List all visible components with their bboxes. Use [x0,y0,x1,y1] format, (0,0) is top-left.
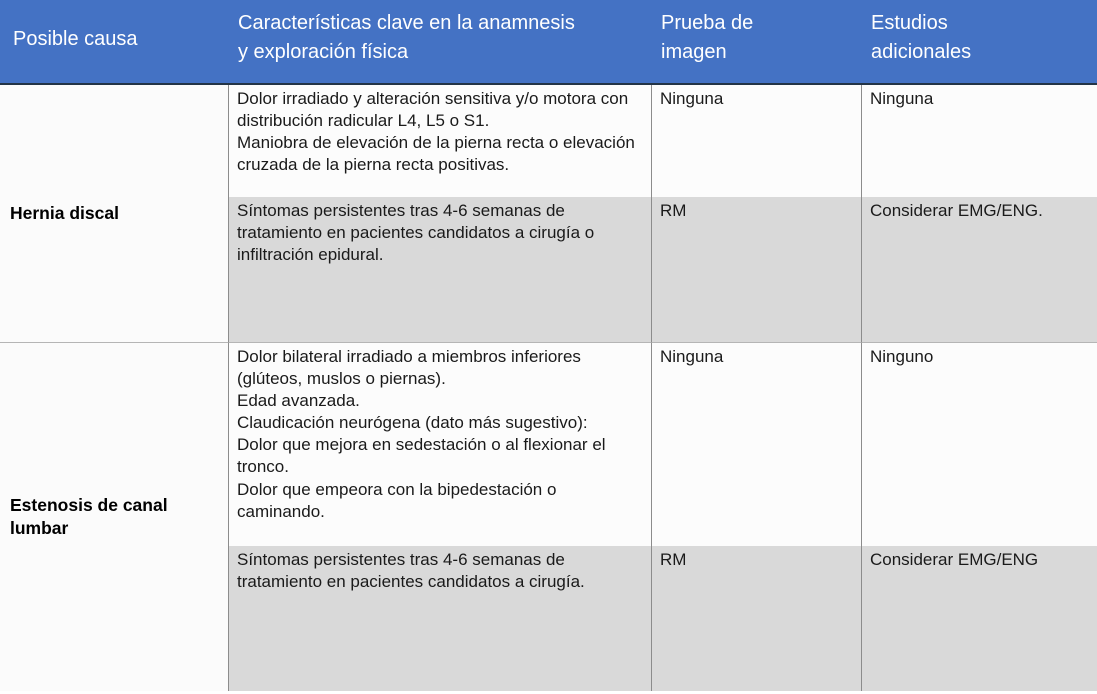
feature-paragraph: Dolor que empeora con la bipedestación o… [237,479,557,521]
column-header-label-line: imagen [661,41,727,63]
feature-paragraph: Síntomas persistentes tras 4-6 semanas d… [237,201,595,265]
imaging-cell: RM [651,546,861,691]
column-header-prueba-imagen: Prueba de imagen [651,0,861,85]
column-header-label-line: y exploración física [238,41,409,63]
feature-paragraph: Dolor que mejora en sedestación o al fle… [237,435,606,477]
column-header-label-line: Prueba de [661,12,754,34]
features-cell: Síntomas persistentes tras 4-6 semanas d… [228,546,651,691]
additional-studies-cell: Considerar EMG/ENG. [861,197,1097,342]
cause-label: Estenosis de canal lumbar [10,495,168,538]
feature-paragraph: Dolor bilateral irradiado a miembros inf… [237,347,581,389]
additional-studies-cell: Ninguno [861,342,1097,546]
column-header-label: Posible causa [13,28,138,50]
feature-paragraph: Maniobra de elevación de la pierna recta… [237,133,635,175]
column-header-posible-causa: Posible causa [0,0,228,85]
feature-paragraph: Edad avanzada. [237,391,360,411]
imaging-cell: Ninguna [651,342,861,546]
feature-paragraph: Síntomas persistentes tras 4-6 semanas d… [237,550,585,592]
feature-paragraph: Claudicación neurógena (dato más sugesti… [237,413,588,433]
features-cell: Dolor irradiado y alteración sensitiva y… [228,85,651,197]
features-cell: Dolor bilateral irradiado a miembros inf… [228,342,651,546]
additional-studies-cell: Ninguna [861,85,1097,197]
column-header-label-line: Estudios [871,12,948,34]
column-header-caracteristicas: Características clave en la anamnesis y … [228,0,651,85]
column-header-label-line: adicionales [871,41,972,63]
features-cell: Síntomas persistentes tras 4-6 semanas d… [228,197,651,342]
column-header-estudios-adicionales: Estudios adicionales [861,0,1097,85]
additional-studies-cell: Considerar EMG/ENG [861,546,1097,691]
column-header-label-line: Características clave en la anamnesis [238,12,575,34]
row-group-label-hernia-discal: Hernia discal [0,85,228,342]
feature-paragraph: Dolor irradiado y alteración sensitiva y… [237,89,629,131]
cause-label: Hernia discal [10,203,119,224]
imaging-cell: Ninguna [651,85,861,197]
row-group-label-estenosis-canal-lumbar: Estenosis de canal lumbar [0,342,228,691]
imaging-cell: RM [651,197,861,342]
